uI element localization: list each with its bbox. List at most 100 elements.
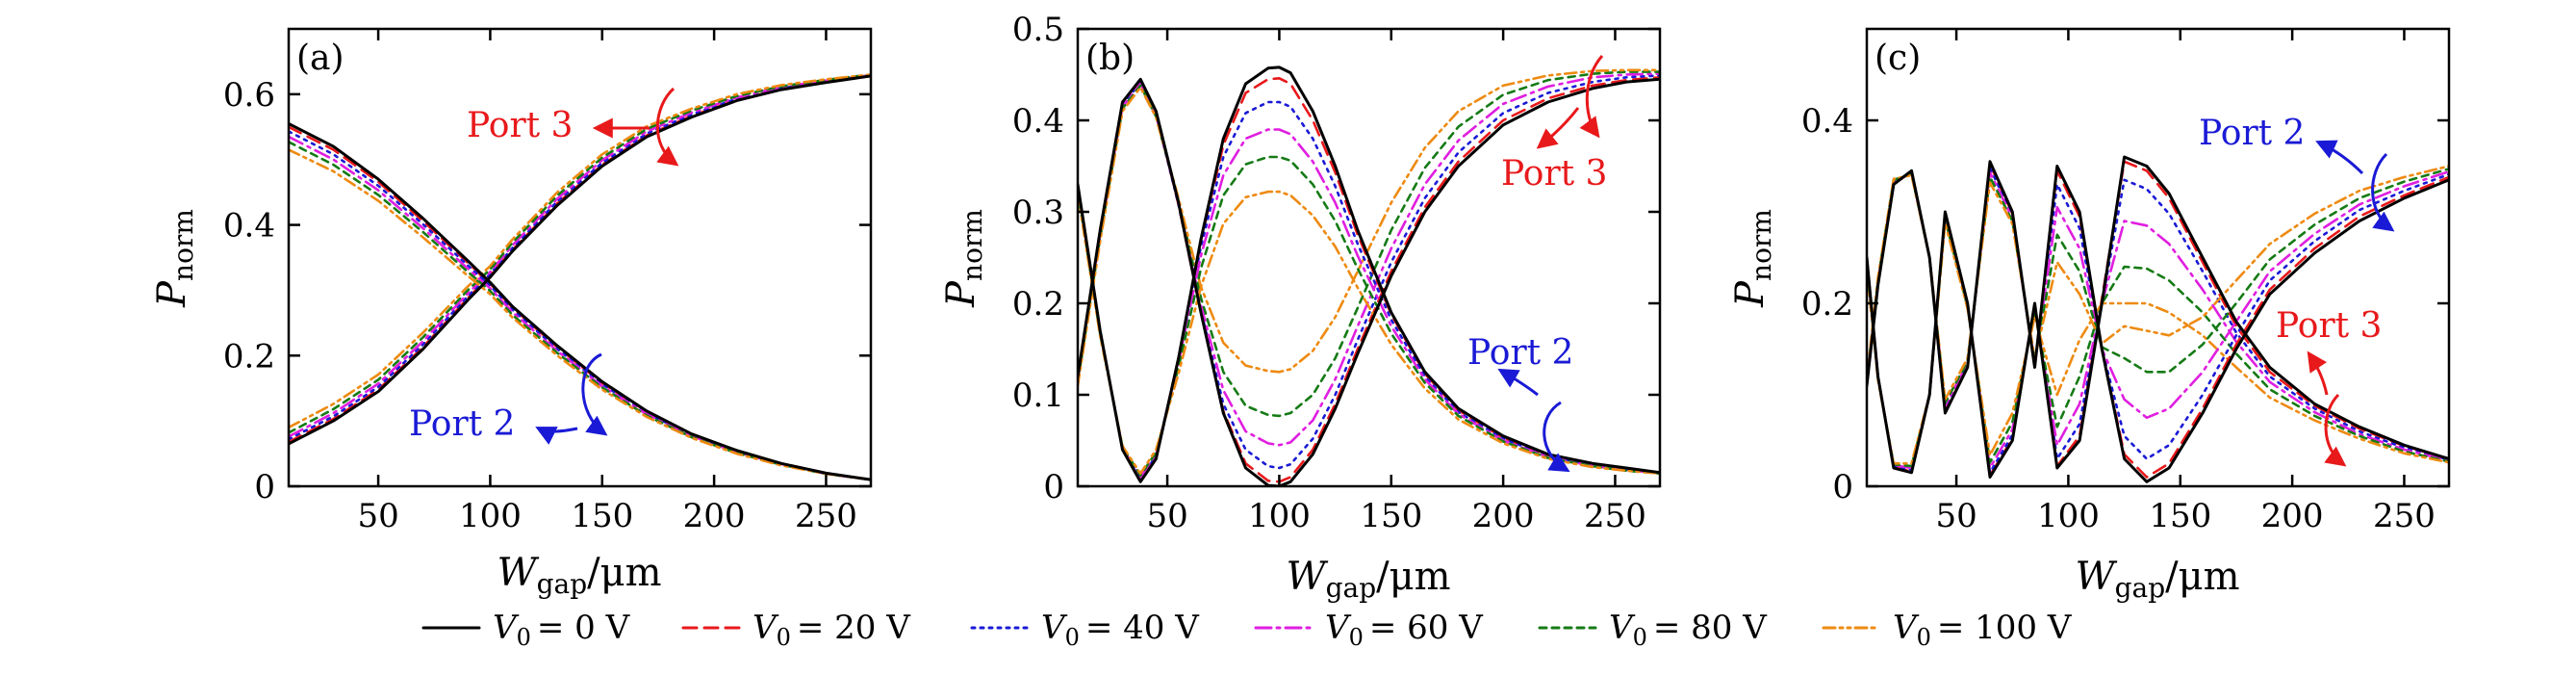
port2-curl-a [581, 352, 608, 436]
x-tick-label-a-50: 50 [357, 497, 398, 535]
legend-label-sub-4: 0 [1633, 624, 1647, 651]
plot-frame-b [1076, 27, 1662, 488]
legend-label-sub-5: 0 [1917, 624, 1931, 651]
legend-label-2: V0 = 40 V [1041, 609, 1200, 651]
port2-curl-c [2371, 152, 2395, 232]
panel-label-c: (c) [1875, 39, 1921, 78]
x-tick-label-b-250: 250 [1584, 497, 1646, 535]
x-tick-label-b-150: 150 [1360, 497, 1422, 535]
port3-arrow-c [2307, 350, 2329, 396]
legend-label-value-5: = 100 V [1937, 609, 2073, 647]
series-line-a-port2-060v [289, 135, 871, 481]
series-line-b-port3-0100v [1078, 68, 1660, 387]
x-tick-label-b-50: 50 [1146, 497, 1187, 535]
y-tick-label-a-1: 0.2 [223, 337, 275, 376]
plot-frame-c [1865, 27, 2451, 488]
legend-label-4: V0 = 80 V [1609, 609, 1768, 651]
ylabel-main-b: P [939, 280, 983, 308]
legend-label-0: V0 = 0 V [493, 609, 631, 651]
x-tick-label-b-200: 200 [1472, 497, 1535, 535]
panel-b: 50 100 150 200 250 0 0.1 0.2 0.3 0.4 0.5 (b) Pnorm… [939, 11, 1662, 604]
panel-label-b: (b) [1085, 39, 1135, 78]
x-tick-label-c-250: 250 [2373, 497, 2436, 535]
legend-label-value-1: = 20 V [797, 609, 911, 647]
xlabel-main-a: W [497, 551, 539, 595]
series-line-b-port2-040v [1078, 100, 1660, 480]
series-line-a-port3-020v [289, 74, 871, 444]
y-tick-label-a-0: 0 [254, 468, 275, 506]
legend-label-5: V0 = 100 V [1893, 609, 2073, 651]
series-line-a-port2-0100v [289, 148, 871, 481]
ylabel-sub-a: norm [167, 209, 199, 281]
series-line-c-port3-00v [1867, 155, 2449, 479]
port3-curl-c [2324, 393, 2347, 467]
y-tick-label-b-1: 0.1 [1012, 376, 1064, 415]
y-tick-label-c-0: 0 [1832, 468, 1853, 506]
legend-label-1: V0 = 20 V [752, 609, 911, 651]
legend-label-v-2: V [1041, 609, 1068, 647]
series-line-a-port3-0100v [289, 73, 871, 429]
legend-label-v-4: V [1609, 609, 1636, 647]
y-tick-label-b-5: 0.5 [1012, 11, 1064, 49]
series-line-c-port2-040v [1867, 167, 2449, 460]
y-tick-label-c-1: 0.2 [1801, 285, 1853, 324]
series-line-b-port2-00v [1078, 65, 1660, 483]
ylabel-sub-b: norm [956, 209, 988, 281]
legend-label-sub-3: 0 [1349, 624, 1364, 651]
y-tick-label-c-2: 0.4 [1801, 102, 1853, 141]
x-tick-label-a-150: 150 [571, 497, 633, 535]
x-tick-label-a-200: 200 [683, 497, 746, 535]
x-tick-label-c-100: 100 [2037, 497, 2100, 535]
port2-label-a: Port 2 [409, 404, 515, 444]
x-tick-label-a-250: 250 [795, 497, 857, 535]
series-line-a-port3-00v [289, 74, 871, 446]
ticks-b: 50 100 150 200 250 0 0.1 0.2 0.3 0.4 0.5 [1012, 11, 1660, 535]
y-tick-label-b-3: 0.3 [1012, 194, 1064, 232]
legend-label-v-3: V [1325, 609, 1352, 647]
x-tick-label-a-100: 100 [459, 497, 522, 535]
x-tick-label-b-100: 100 [1248, 497, 1311, 535]
legend-label-v-5: V [1893, 609, 1920, 647]
port3-label-b: Port 3 [1501, 154, 1607, 194]
xlabel-c: Wgap/μm [2075, 555, 2239, 604]
ylabel-b: Pnorm [939, 209, 988, 308]
ylabel-c: Pnorm [1728, 209, 1777, 308]
legend-label-3: V0 = 60 V [1325, 609, 1484, 651]
legend-label-sub-2: 0 [1065, 624, 1080, 651]
xlabel-unit-c: /μm [2165, 555, 2239, 599]
legend-label-value-2: = 40 V [1085, 609, 1200, 647]
ticks-a: 50 100 150 200 250 0 0.2 0.4 0.6 [223, 29, 871, 535]
xlabel-main-b: W [1286, 555, 1328, 599]
y-tick-label-a-2: 0.4 [223, 207, 275, 246]
xlabel-unit-b: /μm [1376, 555, 1450, 599]
series-group-a [289, 73, 871, 481]
port2-curl-b [1543, 401, 1570, 473]
port2-arrow-a [535, 427, 578, 445]
ylabel-main-c: P [1728, 280, 1773, 308]
ylabel-main-a: P [150, 280, 194, 308]
series-line-a-port3-060v [289, 73, 871, 438]
ylabel-a: Pnorm [150, 209, 199, 308]
port2-label-b: Port 2 [1467, 333, 1573, 373]
port3-label-a: Port 3 [467, 106, 573, 145]
series-line-c-port2-0100v [1867, 165, 2449, 402]
legend-label-sub-0: 0 [517, 624, 531, 651]
legend-label-value-3: = 60 V [1369, 609, 1484, 647]
x-tick-label-c-50: 50 [1935, 497, 1977, 535]
series-line-a-port2-080v [289, 141, 871, 481]
xlabel-sub-b: gap [1326, 572, 1377, 604]
series-line-c-port2-00v [1867, 160, 2449, 483]
xlabel-a: Wgap/μm [497, 551, 661, 600]
port2-label-c: Port 2 [2199, 114, 2305, 153]
legend-label-v-1: V [752, 609, 779, 647]
xlabel-sub-c: gap [2115, 572, 2166, 604]
legend-label-sub-1: 0 [777, 624, 791, 651]
panel-label-a: (a) [296, 39, 344, 78]
series-line-b-port2-080v [1078, 155, 1660, 477]
port3-curl-a [655, 87, 679, 167]
ylabel-sub-c: norm [1746, 209, 1777, 281]
series-line-a-port2-00v [289, 121, 871, 481]
series-line-b-port3-040v [1078, 74, 1660, 470]
